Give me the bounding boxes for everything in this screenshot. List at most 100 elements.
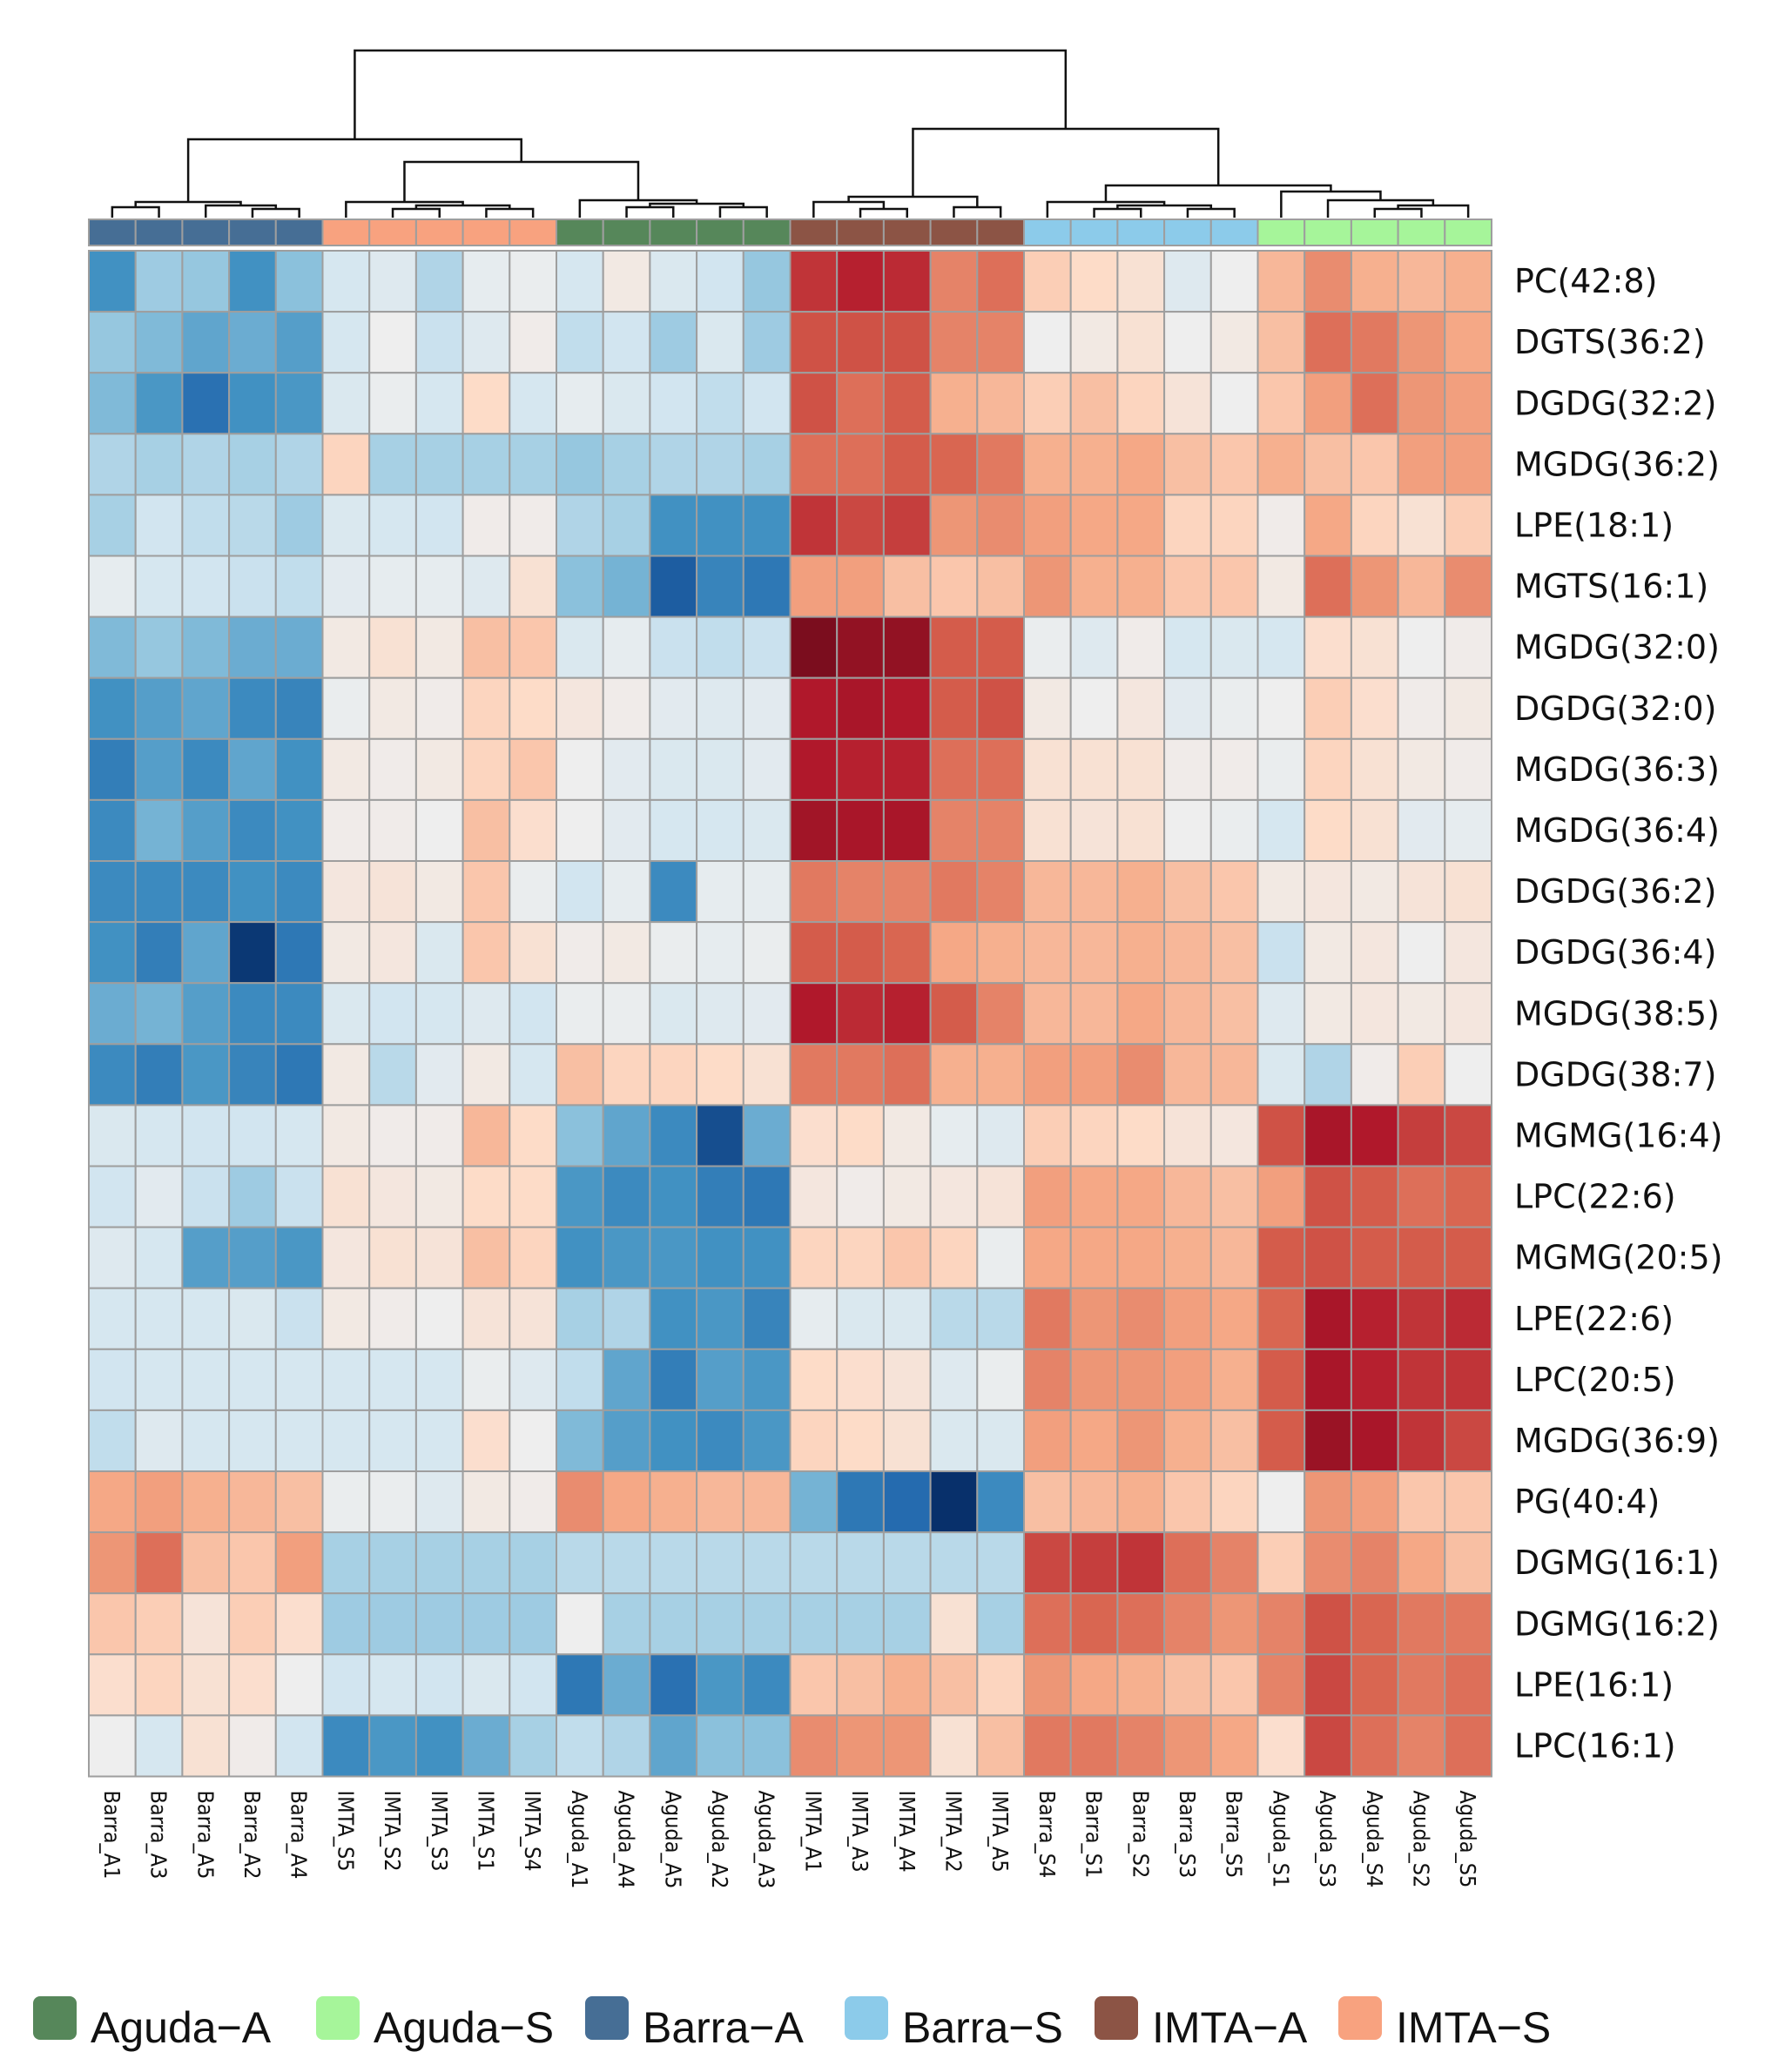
- column-dendrogram: [111, 49, 1470, 218]
- heatmap-cell: [742, 1470, 792, 1534]
- heatmap-cell: [181, 737, 231, 801]
- heatmap-cell: [836, 1714, 885, 1778]
- heatmap-cell: [321, 1409, 371, 1473]
- heatmap-cell: [321, 676, 371, 740]
- heatmap-cell: [976, 798, 1026, 863]
- heatmap-cell: [836, 494, 885, 557]
- heatmap-cell: [368, 737, 417, 801]
- legend-label: Aguda−S: [374, 2003, 554, 2052]
- heatmap-cell: [368, 676, 417, 740]
- heatmap-cell: [929, 1470, 979, 1534]
- heatmap-cell: [1397, 1287, 1446, 1350]
- heatmap-cell: [414, 1043, 464, 1107]
- heatmap-cell: [461, 1592, 511, 1656]
- heatmap-cell: [88, 676, 137, 740]
- heatmap-cell: [1256, 1470, 1306, 1534]
- heatmap-cell: [556, 616, 604, 679]
- annotation-cell-aguda-a: [602, 219, 651, 246]
- heatmap-cell: [1163, 311, 1212, 374]
- heatmap-cell: [1209, 1592, 1259, 1656]
- column-label: Aguda_S5: [1455, 1791, 1480, 1888]
- heatmap-cell: [509, 1714, 557, 1778]
- row-label: MGDG(36:9): [1514, 1422, 1720, 1460]
- dendrogram-branch: [403, 160, 640, 202]
- heatmap-cell: [1163, 737, 1212, 801]
- heatmap-cell: [1023, 1470, 1072, 1534]
- heatmap-cell: [602, 1043, 651, 1107]
- column-label: Barra_S4: [1034, 1791, 1060, 1879]
- heatmap-cell: [1163, 372, 1212, 435]
- heatmap-cell: [556, 921, 604, 985]
- heatmap-cell: [461, 1409, 511, 1473]
- heatmap-cell: [556, 1287, 604, 1350]
- heatmap-cell: [228, 311, 277, 374]
- heatmap-cell: [1256, 737, 1306, 801]
- column-label: IMTA_S5: [333, 1791, 358, 1872]
- heatmap-cell: [509, 616, 557, 679]
- heatmap-cell: [742, 1043, 792, 1107]
- heatmap-cell: [882, 555, 932, 618]
- heatmap-cell: [414, 1531, 464, 1595]
- row-label: DGDG(32:2): [1514, 384, 1716, 422]
- heatmap-cell: [836, 1470, 885, 1534]
- heatmap-cell: [368, 250, 417, 313]
- heatmap-cell: [228, 1104, 277, 1167]
- heatmap-cell: [976, 1226, 1026, 1289]
- heatmap-cell: [929, 798, 979, 863]
- heatmap-cell: [461, 1470, 511, 1534]
- heatmap-cell: [1256, 616, 1306, 679]
- heatmap-cell: [509, 1226, 557, 1289]
- heatmap-cell: [274, 1043, 324, 1107]
- heatmap-cell: [134, 1165, 184, 1228]
- heatmap-cell: [1163, 982, 1212, 1046]
- heatmap-cell: [1350, 1409, 1399, 1473]
- heatmap-cell: [1209, 1531, 1259, 1595]
- heatmap-cell: [134, 433, 184, 496]
- heatmap-cell: [649, 1592, 698, 1656]
- heatmap-cell: [1116, 1592, 1166, 1656]
- heatmap-cell: [649, 1104, 698, 1167]
- heatmap-cell: [181, 555, 231, 618]
- heatmap-cell: [134, 1531, 184, 1595]
- annotation-cell-aguda-a: [742, 219, 792, 246]
- heatmap-cell: [836, 982, 885, 1046]
- heatmap-cell: [88, 311, 137, 374]
- heatmap-cell: [181, 433, 231, 496]
- heatmap-cell: [368, 1043, 417, 1107]
- column-label: Aguda_A5: [660, 1791, 685, 1889]
- heatmap-cell: [1304, 1531, 1352, 1595]
- heatmap-cell: [1069, 1592, 1119, 1656]
- heatmap-cell: [414, 676, 464, 740]
- heatmap-cell: [696, 798, 744, 863]
- heatmap-cell: [882, 1409, 932, 1473]
- heatmap-cell: [1350, 1470, 1399, 1534]
- heatmap-cell: [742, 372, 792, 435]
- heatmap-cell: [789, 1104, 839, 1167]
- heatmap-cell: [836, 1043, 885, 1107]
- heatmap-cell: [602, 1653, 651, 1717]
- heatmap-cell: [181, 1348, 231, 1411]
- heatmap-cell: [1023, 1104, 1072, 1167]
- heatmap-cell: [1256, 1104, 1306, 1167]
- heatmap-cell: [1116, 1714, 1166, 1778]
- heatmap-cell: [1069, 798, 1119, 863]
- annotation-cell-aguda-a: [556, 219, 604, 246]
- heatmap-cell: [1116, 433, 1166, 496]
- heatmap-cell: [414, 1653, 464, 1717]
- column-label: IMTA_A1: [800, 1791, 825, 1873]
- heatmap-cell: [181, 1043, 231, 1107]
- heatmap-cell: [274, 433, 324, 496]
- heatmap-cell: [274, 494, 324, 557]
- heatmap-cell: [461, 555, 511, 618]
- heatmap-cell: [181, 676, 231, 740]
- heatmap-cell: [321, 1653, 371, 1717]
- heatmap-cell: [1397, 921, 1446, 985]
- row-label: MGDG(36:2): [1514, 445, 1720, 483]
- heatmap-cell: [1304, 921, 1352, 985]
- row-label: MGMG(16:4): [1514, 1116, 1722, 1154]
- heatmap-cell: [1163, 555, 1212, 618]
- heatmap-cell: [696, 1043, 744, 1107]
- heatmap-cell: [274, 921, 324, 985]
- heatmap-cell: [742, 555, 792, 618]
- heatmap-cell: [1304, 1165, 1352, 1228]
